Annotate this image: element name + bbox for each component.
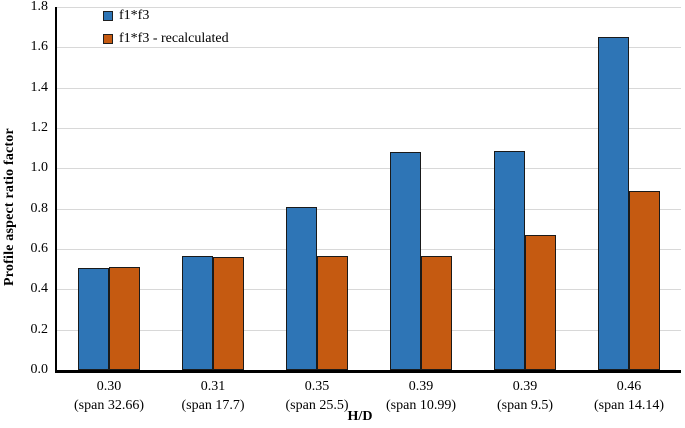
legend-item-0: f1*f3: [103, 4, 229, 27]
x-category-span: (span 9.5): [497, 398, 553, 413]
x-axis-title: H/D: [347, 409, 373, 424]
x-category-value: 0.39: [512, 379, 538, 394]
x-category-span: (span 14.14): [594, 398, 664, 413]
x-category-label: 0.46 (span 14.14): [574, 377, 684, 415]
gridline: [57, 168, 681, 170]
gridline: [57, 7, 681, 8]
x-category-span: (span 10.99): [386, 398, 456, 413]
x-category-label: 0.35 (span 25.5): [262, 377, 372, 415]
bar-series-0-cat-2: [286, 206, 317, 370]
bar-series-1-cat-2: [317, 256, 348, 370]
y-tick-label: 1.8: [30, 0, 49, 14]
x-category-value: 0.39: [408, 379, 434, 394]
x-axis-line: [54, 370, 681, 373]
bar-series-0-cat-4: [494, 151, 525, 370]
y-tick-label: 0.4: [30, 281, 49, 297]
bar-series-1-cat-3: [421, 256, 452, 370]
legend-swatch-icon: [103, 10, 113, 21]
bar-series-1-cat-5: [629, 190, 660, 370]
legend-label: f1*f3 - recalculated: [119, 30, 229, 46]
x-category-value: 0.46: [616, 379, 642, 394]
legend-swatch-icon: [103, 33, 113, 44]
bar-series-0-cat-3: [390, 152, 421, 370]
gridline: [57, 329, 681, 331]
y-tick-label: 0.8: [30, 200, 49, 216]
x-category-label: 0.30 (span 32.66): [54, 377, 164, 415]
legend-item-1: f1*f3 - recalculated: [103, 27, 229, 50]
bar-series-1-cat-4: [525, 234, 556, 370]
x-category-label: 0.39 (span 10.99): [366, 377, 476, 415]
y-tick-label: 0.2: [30, 321, 49, 337]
bar-series-0-cat-1: [182, 256, 213, 370]
x-category-label: 0.39 (span 9.5): [470, 377, 580, 415]
legend-label: f1*f3: [119, 7, 150, 23]
x-category-span: (span 25.5): [285, 398, 349, 413]
y-tick-label: 1.0: [30, 160, 49, 176]
bar-series-1-cat-0: [109, 267, 140, 370]
y-axis-line: [54, 7, 57, 373]
gridline: [57, 249, 681, 250]
x-category-value: 0.35: [304, 379, 330, 394]
gridline: [57, 289, 681, 291]
bar-series-0-cat-5: [598, 37, 629, 370]
y-tick-label: 1.4: [30, 79, 49, 95]
bar-series-1-cat-1: [213, 257, 244, 370]
x-category-value: 0.30: [96, 379, 122, 394]
x-category-value: 0.31: [200, 379, 226, 394]
y-tick-label: 1.6: [30, 39, 49, 55]
x-category-span: (span 32.66): [74, 398, 144, 413]
legend: f1*f3 f1*f3 - recalculated: [103, 4, 229, 50]
gridline: [57, 87, 681, 89]
y-tick-label: 1.2: [30, 120, 49, 135]
y-tick-label: 0.0: [30, 362, 49, 377]
gridline: [57, 47, 681, 49]
bar-series-0-cat-0: [78, 268, 109, 370]
x-category-span: (span 17.7): [181, 398, 245, 413]
x-category-label: 0.31 (span 17.7): [158, 377, 268, 415]
gridline: [57, 208, 681, 210]
gridline: [57, 128, 681, 129]
y-tick-label: 0.6: [30, 241, 49, 256]
